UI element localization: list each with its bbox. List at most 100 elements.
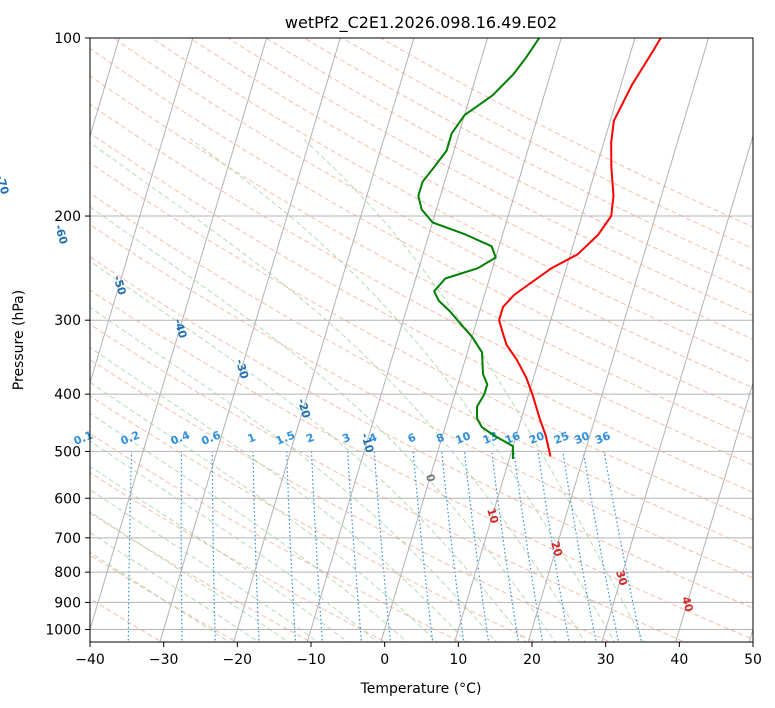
x-tick-label: 50	[744, 652, 762, 668]
mixing-ratio-label: 3	[340, 431, 352, 446]
y-tick-label: 700	[54, 531, 81, 547]
y-tick-label: 800	[54, 565, 81, 581]
isotherm-label: 10	[484, 507, 501, 526]
y-tick-label: 500	[54, 444, 81, 460]
mixing-ratio-label: 2	[304, 431, 316, 446]
y-axis: 1000 900 800 700 600 500 400 300 200 100	[45, 31, 90, 638]
mixing-ratio-label: 8	[434, 431, 446, 446]
isotherm-line	[675, 381, 753, 642]
mixing-ratio-line	[180, 451, 183, 642]
mixing-ratio-label: 36	[593, 429, 612, 447]
isotherm-line	[90, 38, 268, 632]
mixing-ratio-line	[286, 451, 297, 642]
isotherm-line	[454, 38, 636, 642]
isotherm-line	[306, 38, 489, 642]
isotherm-line	[159, 38, 341, 642]
y-tick-label: 300	[54, 313, 81, 329]
isotherm-label: 0	[423, 473, 438, 484]
x-tick-label: 30	[597, 652, 615, 668]
dewpoint-profile-line	[417, 38, 541, 460]
mixing-ratio-line	[562, 451, 597, 642]
x-tick-label: −30	[149, 652, 179, 668]
dry-adiabat-line	[379, 38, 753, 228]
isotherm-label: -10	[358, 432, 376, 455]
dry-adiabat-line	[265, 38, 753, 294]
mixing-ratio-line	[537, 451, 570, 642]
isotherm-label: 40	[679, 595, 696, 614]
x-axis-label: Temperature (°C)	[360, 681, 482, 697]
moist-adiabat-line	[189, 138, 616, 642]
dry-adiabat-line	[90, 132, 753, 493]
moist-adiabat-line	[90, 489, 319, 642]
isotherm-label: -20	[295, 397, 313, 420]
mixing-ratio-line	[513, 451, 544, 642]
mixing-ratio-label: 20	[527, 429, 546, 447]
dry-adiabat-line	[90, 224, 753, 579]
plot-frame	[89, 37, 754, 643]
moist-adiabat-line	[90, 531, 260, 642]
mixing-ratio-labels: 0.1 0.2 0.4 0.6 1 1.5 2 3 4 6 8 10 13 16 20 25 30 36	[72, 428, 613, 448]
dry-adiabat-line	[90, 75, 753, 440]
mixing-ratio-label: 1	[246, 431, 258, 446]
dry-adiabat-line	[90, 395, 537, 642]
isotherm-line	[527, 38, 710, 642]
chart-title: wetPf2_C2E1.2026.098.16.49.E02	[285, 13, 557, 33]
mixing-ratio-label: 10	[454, 429, 473, 447]
isotherm-line	[380, 38, 562, 642]
y-tick-label: 100	[54, 31, 81, 47]
mixing-ratio-line	[310, 451, 323, 642]
x-tick-label: 0	[380, 652, 389, 668]
gridlines	[90, 38, 753, 630]
x-tick-label: 20	[523, 652, 541, 668]
isotherm-label: -50	[110, 274, 128, 297]
y-tick-label: 600	[54, 491, 81, 507]
y-axis-label: Pressure (hPa)	[11, 290, 27, 390]
moist-adiabat-line	[302, 138, 645, 642]
isotherm-line	[233, 38, 415, 642]
isotherm-line	[90, 38, 194, 385]
isotherm-lines	[90, 38, 753, 642]
dry-adiabat-line	[90, 256, 753, 609]
y-tick-label: 900	[54, 595, 81, 611]
isotherm-label: -40	[171, 317, 189, 340]
x-axis: −40 −30 −20 −10 0 10 20 30 40 50	[75, 642, 762, 668]
dry-adiabat-line	[90, 192, 753, 550]
moist-adiabat-line	[90, 381, 438, 642]
isotherm-label: -30	[233, 358, 251, 381]
x-tick-label: −40	[75, 652, 105, 668]
dry-adiabat-line	[112, 38, 753, 389]
isotherm-label: 20	[548, 540, 565, 559]
mixing-ratio-label: 25	[552, 429, 571, 447]
mixing-ratio-line	[347, 451, 363, 642]
mixing-ratio-label: 13	[481, 429, 500, 447]
mixing-ratio-line	[603, 451, 643, 642]
y-tick-label: 400	[54, 387, 81, 403]
series-group	[417, 38, 662, 460]
moist-adiabat-line	[90, 465, 349, 642]
isotherm-line	[90, 38, 120, 138]
mixing-ratio-label: 30	[572, 429, 591, 447]
mixing-ratio-line	[252, 451, 260, 642]
y-tick-label: 1000	[45, 622, 81, 638]
isotherm-label: -70	[0, 173, 11, 196]
isotherm-label: -60	[52, 223, 70, 246]
x-tick-label: −10	[296, 652, 326, 668]
temperature-profile-line	[498, 38, 662, 457]
mixing-ratio-line	[211, 451, 216, 642]
x-tick-label: 40	[670, 652, 688, 668]
mixing-ratio-line	[582, 451, 620, 642]
isotherm-label: 30	[613, 569, 630, 588]
moist-adiabat-line	[90, 440, 378, 642]
x-tick-label: −20	[223, 652, 253, 668]
dry-adiabat-line	[227, 38, 753, 317]
x-tick-label: 10	[449, 652, 467, 668]
dry-adiabat-line	[90, 47, 753, 414]
y-tick-label: 200	[54, 209, 81, 225]
dry-adiabat-line	[90, 289, 753, 640]
dry-adiabat-line	[90, 323, 686, 642]
isotherm-line	[601, 134, 753, 642]
dry-adiabat-line	[188, 38, 753, 340]
